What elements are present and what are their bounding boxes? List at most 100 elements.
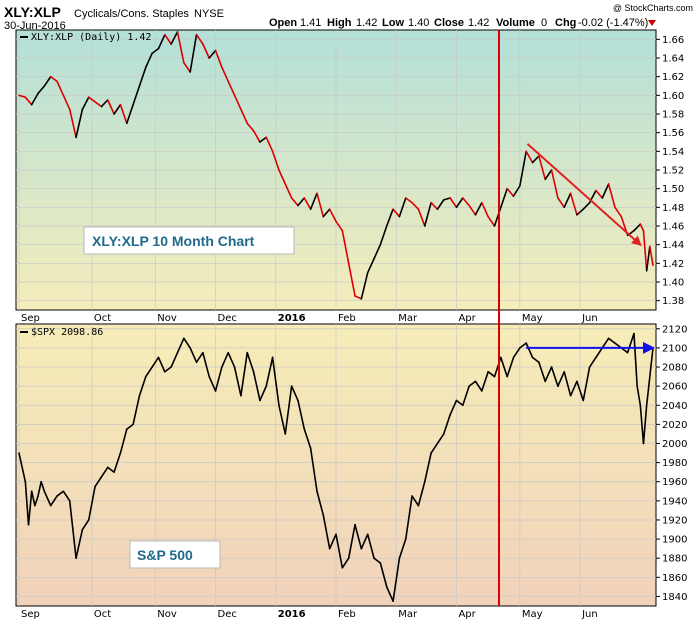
ratio-series-segment xyxy=(633,223,642,232)
ratio-series-segment xyxy=(62,94,71,111)
ratio-series-segment xyxy=(221,66,230,83)
ratio-month-label: Dec xyxy=(218,313,237,324)
ratio-series-segment xyxy=(519,150,528,187)
spx-series-segment xyxy=(519,342,528,349)
ratio-series-segment xyxy=(278,169,287,185)
spx-series-segment xyxy=(259,385,268,402)
spx-series-segment xyxy=(544,366,553,383)
ratio-series-segment xyxy=(303,197,312,210)
ratio-series-segment xyxy=(322,208,331,218)
chart-security-name: Cyclicals/Cons. Staples xyxy=(74,8,189,20)
down-arrow-icon xyxy=(648,20,656,26)
spx-series-segment xyxy=(37,480,42,497)
spx-series-segment xyxy=(506,356,515,378)
spx-series-segment xyxy=(366,533,375,560)
spx-series-segment xyxy=(563,370,572,397)
spx-series-segment xyxy=(588,356,597,368)
ratio-series-segment xyxy=(30,92,39,106)
ratio-y-tick-label: 1.44 xyxy=(662,240,684,251)
spx-series-segment xyxy=(246,351,255,373)
ratio-series-segment xyxy=(208,49,217,59)
spx-series-segment xyxy=(208,375,217,392)
ratio-series-segment xyxy=(170,31,179,45)
ratio-series-segment xyxy=(246,122,255,132)
spx-series-segment xyxy=(113,452,122,473)
spx-series-segment xyxy=(316,490,325,516)
spx-x-axis: Sep Oct Nov Dec 2016 Feb Mar Apr May Jun xyxy=(21,609,598,620)
ratio-series-segment xyxy=(417,208,426,227)
ratio-series-segment xyxy=(392,208,401,218)
low-label: Low xyxy=(382,17,404,29)
spx-month-label: 2016 xyxy=(278,609,306,620)
spx-series-segment xyxy=(436,433,445,445)
spx-y-tick-label: 1980 xyxy=(662,458,687,469)
ratio-series-segment xyxy=(37,85,46,95)
spx-series-segment xyxy=(227,351,236,368)
spx-series-segment xyxy=(284,385,293,435)
spx-y-tick-label: 2100 xyxy=(662,343,687,354)
ratio-trendline-arrow xyxy=(526,143,642,246)
spx-series-segment xyxy=(132,394,141,426)
spx-series-segment xyxy=(398,538,407,560)
ratio-series-segment xyxy=(430,201,439,210)
ratio-series-segment xyxy=(563,192,572,209)
ratio-series-segment xyxy=(328,208,337,223)
spx-month-label: Feb xyxy=(338,609,356,620)
spx-y-tick-label: 1940 xyxy=(662,496,687,507)
spx-series-segment xyxy=(195,351,204,364)
spx-series-segment xyxy=(455,399,464,407)
spx-series-segment xyxy=(271,356,280,407)
ratio-series-segment xyxy=(87,96,96,103)
spx-series-segment xyxy=(538,361,547,383)
spx-series-segment xyxy=(40,480,46,493)
spx-series-segment xyxy=(354,523,363,550)
spx-series-segment xyxy=(157,356,166,373)
ratio-y-tick-label: 1.48 xyxy=(662,203,684,214)
ratio-series-segment xyxy=(354,295,363,300)
ratio-series-segment xyxy=(512,185,521,197)
ratio-series-segment xyxy=(214,49,223,69)
spx-y-tick-label: 1920 xyxy=(662,515,687,526)
ratio-series-segment xyxy=(404,197,413,204)
spx-series-segment xyxy=(636,385,642,407)
ratio-series-segment xyxy=(309,192,318,210)
ratio-series xyxy=(18,31,654,300)
spx-series-segment xyxy=(252,370,261,402)
ratio-series-segment xyxy=(642,229,648,272)
ratio-series-segment xyxy=(449,197,458,209)
ratio-series-segment xyxy=(366,257,375,274)
ratio-series-segment xyxy=(538,155,547,181)
spx-series-segment xyxy=(411,495,420,507)
spx-series-segment xyxy=(43,490,52,507)
ratio-series-segment xyxy=(284,183,293,199)
ratio-series-segment xyxy=(347,262,356,297)
ratio-series-segment xyxy=(113,103,122,115)
ratio-series-segment xyxy=(569,192,578,216)
ratio-series-segment xyxy=(595,189,604,199)
ratio-y-tick-label: 1.64 xyxy=(662,54,684,65)
spx-series-segment xyxy=(27,490,33,526)
ratio-series-segment xyxy=(531,155,540,164)
ratio-y-tick-label: 1.54 xyxy=(662,147,684,158)
spx-series-segment xyxy=(106,466,115,473)
spx-month-label: May xyxy=(522,609,543,620)
ratio-series-segment xyxy=(582,201,591,210)
spx-series-segment xyxy=(233,366,242,397)
ratio-series-segment xyxy=(398,197,407,218)
spx-series-segment xyxy=(119,428,128,454)
ratio-series-segment xyxy=(442,197,451,201)
ratio-y-axis: 1.66 1.64 1.62 1.60 1.58 1.56 1.54 1.52 1.50 1.48… xyxy=(656,35,684,307)
ratio-series-segment xyxy=(151,47,160,55)
high-value: 1.42 xyxy=(356,17,377,29)
ratio-series-segment xyxy=(481,201,489,218)
spx-series-segment xyxy=(645,375,651,407)
ratio-series-segment xyxy=(607,183,616,209)
spx-series-segment xyxy=(512,347,521,359)
ratio-series-segment xyxy=(49,75,58,83)
spx-series-segment xyxy=(151,356,160,368)
ratio-series-segment xyxy=(360,271,369,300)
spx-series-segment xyxy=(500,356,508,378)
spx-series-segment xyxy=(75,528,84,560)
ratio-series-segment xyxy=(195,33,204,45)
ratio-annotation-box xyxy=(83,226,295,255)
